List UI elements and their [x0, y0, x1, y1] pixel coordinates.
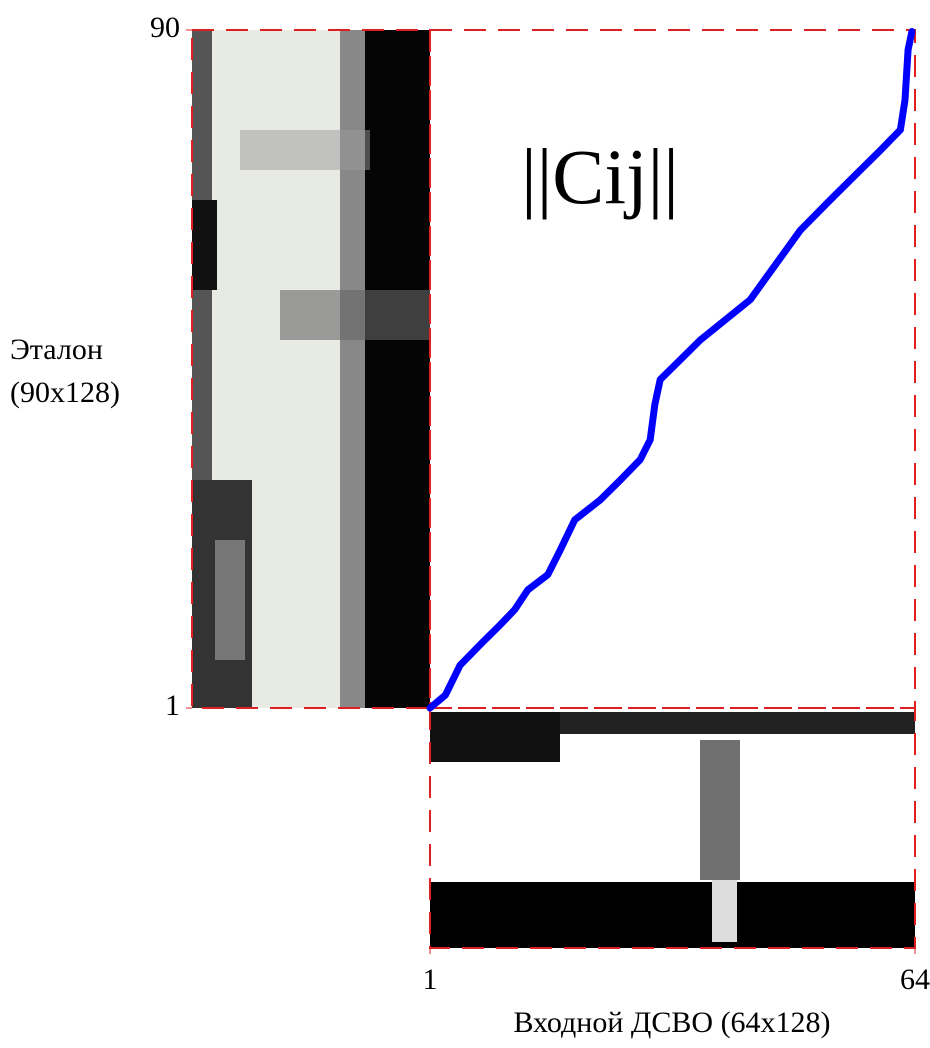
y-tick-label: 1 [165, 689, 180, 722]
matrix-annotation: ||Cij|| [521, 133, 679, 220]
y-axis-label: Эталон [10, 333, 103, 366]
chart: ||Cij|| Эталон (90x128) Входной ДСВО (64… [0, 0, 930, 1048]
x-tick-label: 64 [900, 963, 930, 996]
y-tick-label: 90 [150, 11, 180, 44]
x-axis-label: Входной ДСВО (64x128) [513, 1006, 830, 1039]
input-image [430, 708, 915, 948]
y-axis-label: (90x128) [10, 376, 120, 409]
x-tick-label: 1 [423, 963, 438, 996]
reference-image [192, 30, 430, 708]
